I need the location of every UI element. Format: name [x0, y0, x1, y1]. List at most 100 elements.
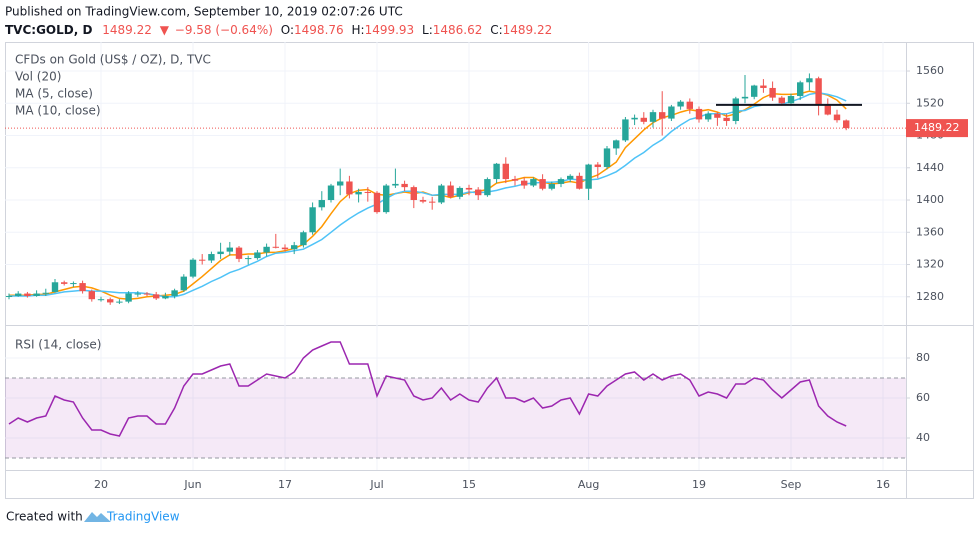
open-label: O: [281, 23, 294, 37]
candle-body [603, 148, 611, 167]
open-value: 1498.76 [294, 23, 344, 37]
change: −9.58 (−0.64%) [175, 23, 273, 37]
candle-body [530, 179, 537, 186]
candle-body [484, 179, 491, 196]
candle-body [226, 247, 233, 252]
candle-body [631, 117, 638, 120]
y-tick-label: 80 [916, 351, 930, 364]
candle-body [787, 96, 795, 104]
y-tick-label: 1320 [916, 258, 944, 271]
x-tick-label: 19 [692, 478, 706, 491]
candle-body [51, 282, 59, 292]
candle-body [511, 179, 519, 181]
x-tick-label: Sep [781, 478, 802, 491]
candle-body [594, 164, 601, 167]
candle-body [677, 101, 684, 107]
plot-area: 20 Jun 17 Jul 15 Aug 19 Sep 16 1280 1320 1360 1400 14… [5, 42, 968, 491]
candle-body [668, 106, 675, 119]
candle-body [419, 200, 427, 202]
candle-body [281, 247, 289, 250]
candle-body [695, 108, 703, 120]
low-label: L: [422, 23, 433, 37]
candle-body [521, 180, 528, 186]
rsi-band [5, 378, 906, 458]
candle-body [217, 251, 224, 255]
candle-body [346, 181, 353, 195]
candle-body [438, 185, 445, 203]
y-tick-label: 1440 [916, 161, 944, 174]
candle-body [833, 114, 841, 121]
x-tick-label: 15 [462, 478, 476, 491]
candle-body [208, 254, 215, 261]
candle-body [622, 119, 629, 141]
candle-body [125, 293, 132, 302]
y-tick-label: 1400 [916, 193, 944, 206]
candle-body [15, 293, 22, 296]
candle-body [456, 187, 463, 197]
candle-body [797, 82, 804, 97]
candle-body [769, 87, 776, 98]
y-tick-label: 40 [916, 431, 930, 444]
candle-body [548, 183, 555, 189]
candle-body [640, 117, 647, 122]
y-tick-label: 1280 [916, 290, 944, 303]
y-tick-label: 60 [916, 391, 930, 404]
candle-body [824, 104, 831, 115]
close-label: C: [490, 23, 502, 37]
last-price-label: 1489.22 [914, 121, 960, 134]
last-price-box [906, 119, 968, 138]
candle-body [355, 191, 362, 195]
candle-body [309, 207, 316, 233]
candle-body [134, 293, 141, 295]
candle-body [189, 259, 197, 277]
ma10-legend: MA (10, close) [15, 104, 101, 118]
candle-body [557, 179, 565, 184]
candle-body [502, 163, 509, 180]
candle-body [741, 96, 749, 99]
volume-legend: Vol (20) [15, 70, 61, 84]
candle-body [613, 140, 620, 149]
candle-body [539, 179, 546, 189]
moving-average-line [9, 92, 847, 298]
candle-body [705, 113, 712, 120]
last-price: 1489.22 [102, 23, 152, 37]
high-label: H: [351, 23, 364, 37]
candle-body [401, 183, 408, 188]
x-tick-label: Jul [369, 478, 383, 491]
low-value: 1486.62 [433, 23, 483, 37]
candle-body [5, 295, 13, 297]
candle-body [162, 295, 169, 299]
candle-body [272, 246, 279, 248]
candle-body [751, 85, 758, 97]
candle-body [410, 187, 417, 201]
x-tick-label: 16 [876, 478, 890, 491]
candle-body [843, 120, 850, 129]
candle-body [42, 292, 49, 294]
candle-body [778, 97, 785, 104]
candle-body [33, 293, 40, 296]
x-tick-label: Jun [183, 478, 201, 491]
brand[interactable]: TradingView [106, 510, 180, 524]
candle-body [714, 113, 721, 118]
candle-body [659, 112, 666, 119]
chart-title: CFDs on Gold (US$ / OZ), D, TVC [15, 53, 211, 67]
candle-body [263, 246, 270, 253]
symbol-line: TVC:GOLD, D 1489.22 ▼ −9.58 (−0.64%) O:1… [5, 23, 552, 37]
candle-body [318, 200, 325, 208]
candle-body [254, 252, 261, 259]
candle-body [567, 175, 574, 180]
candle-body [70, 283, 77, 285]
published-note: Published on TradingView.com, September … [5, 5, 403, 19]
rsi-line [8, 341, 847, 437]
candle-body [180, 276, 187, 291]
candle-body [107, 299, 114, 303]
x-tick-label: 20 [94, 478, 108, 491]
candle-body [383, 185, 390, 213]
candle-body [79, 283, 86, 292]
candle-body [337, 181, 344, 186]
candle-body [291, 245, 298, 250]
candle-body [245, 258, 252, 260]
x-tick-label: 17 [278, 478, 292, 491]
candle-body [475, 189, 482, 196]
candle-body [199, 259, 206, 261]
